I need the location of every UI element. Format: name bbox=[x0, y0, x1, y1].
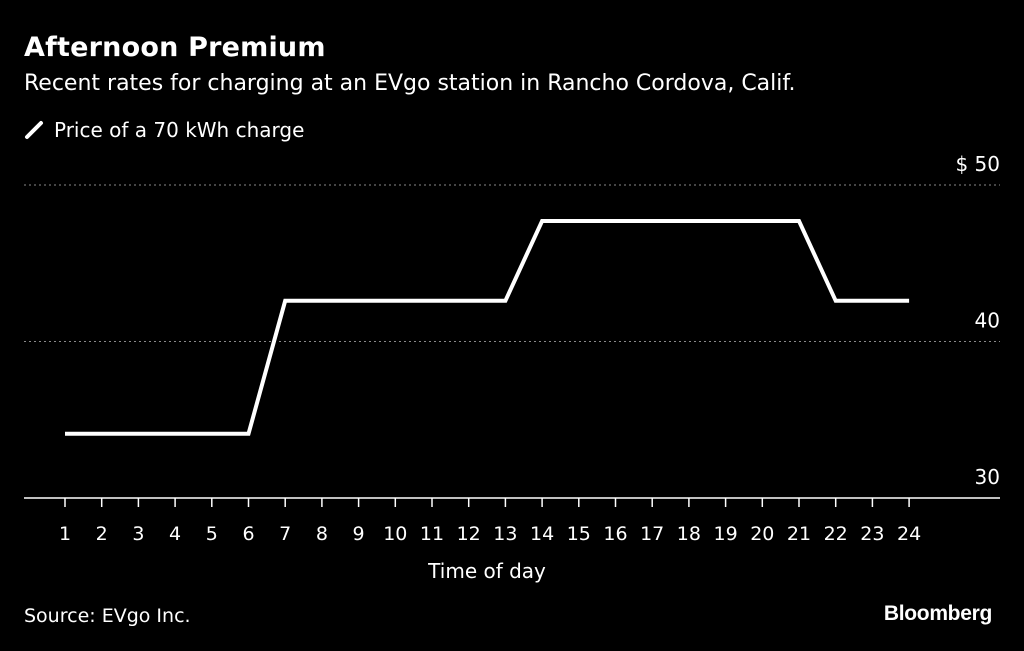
chart-subtitle: Recent rates for charging at an EVgo sta… bbox=[24, 71, 796, 96]
data-point bbox=[760, 219, 764, 223]
data-point bbox=[577, 219, 581, 223]
x-tick-label: 2 bbox=[96, 523, 108, 545]
data-point bbox=[357, 299, 361, 303]
x-tick-label: 19 bbox=[714, 523, 738, 545]
legend: Price of a 70 kWh charge bbox=[24, 118, 304, 142]
data-point bbox=[283, 299, 287, 303]
x-tick-label: 6 bbox=[242, 523, 254, 545]
data-point bbox=[650, 219, 654, 223]
data-point bbox=[320, 299, 324, 303]
data-point bbox=[63, 432, 67, 436]
x-tick-label: 4 bbox=[169, 523, 181, 545]
data-point bbox=[503, 299, 507, 303]
data-point bbox=[173, 432, 177, 436]
data-point bbox=[210, 432, 214, 436]
x-tick-label: 10 bbox=[383, 523, 407, 545]
x-tick-label: 13 bbox=[493, 523, 517, 545]
data-point bbox=[467, 299, 471, 303]
data-point bbox=[834, 299, 838, 303]
y-tick-label: 40 bbox=[975, 309, 1000, 333]
line-swatch-icon bbox=[24, 120, 44, 140]
x-tick-label: 14 bbox=[530, 523, 554, 545]
x-tick-label: 21 bbox=[787, 523, 811, 545]
x-axis-title: Time of day bbox=[427, 559, 546, 583]
x-tick-label: 5 bbox=[206, 523, 218, 545]
x-tick-label: 20 bbox=[750, 523, 774, 545]
data-point bbox=[870, 299, 874, 303]
x-tick-label: 12 bbox=[457, 523, 481, 545]
x-tick-label: 15 bbox=[567, 523, 591, 545]
x-tick-label: 7 bbox=[279, 523, 291, 545]
x-tick-label: 24 bbox=[897, 523, 921, 545]
chart-title: Afternoon Premium bbox=[24, 32, 326, 63]
x-tick-label: 23 bbox=[860, 523, 884, 545]
x-tick-label: 1 bbox=[59, 523, 71, 545]
data-point bbox=[393, 299, 397, 303]
x-tick-label: 3 bbox=[132, 523, 144, 545]
x-tick-label: 22 bbox=[824, 523, 848, 545]
legend-label: Price of a 70 kWh charge bbox=[54, 118, 305, 142]
x-tick-label: 18 bbox=[677, 523, 701, 545]
y-tick-label: 30 bbox=[975, 465, 1000, 489]
x-tick-label: 8 bbox=[316, 523, 328, 545]
source-note: Source: EVgo Inc. bbox=[24, 605, 191, 627]
x-tick-label: 17 bbox=[640, 523, 664, 545]
bloomberg-logo: Bloomberg bbox=[883, 602, 992, 625]
x-tick-label: 9 bbox=[353, 523, 365, 545]
x-tick-label: 11 bbox=[420, 523, 444, 545]
data-point bbox=[724, 219, 728, 223]
data-point bbox=[540, 219, 544, 223]
data-point bbox=[136, 432, 140, 436]
data-point bbox=[907, 299, 911, 303]
data-point bbox=[100, 432, 104, 436]
data-point bbox=[687, 219, 691, 223]
x-tick-label: 16 bbox=[603, 523, 627, 545]
series-line bbox=[65, 219, 910, 436]
data-point bbox=[797, 219, 801, 223]
data-point bbox=[247, 432, 251, 436]
data-point bbox=[614, 219, 618, 223]
data-point bbox=[430, 299, 434, 303]
y-tick-label: $ 50 bbox=[955, 152, 1000, 176]
